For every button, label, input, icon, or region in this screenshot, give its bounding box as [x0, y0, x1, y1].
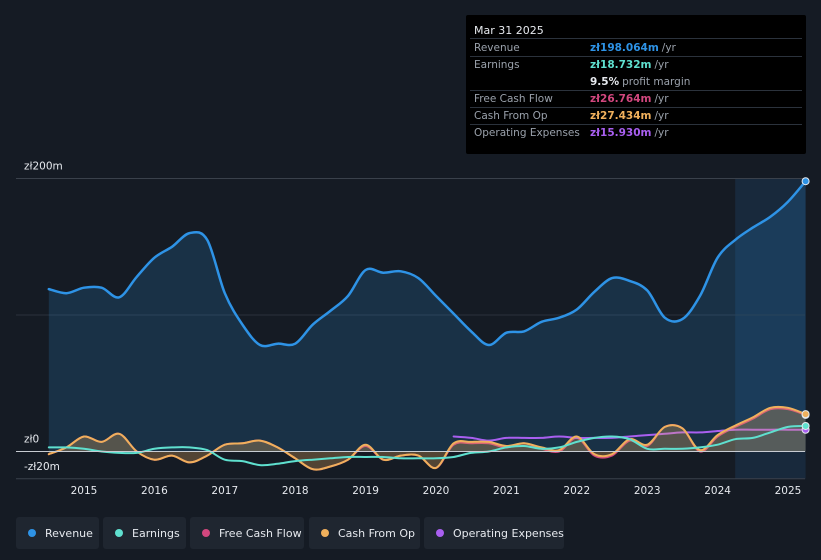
- legend-label: Revenue: [45, 526, 93, 540]
- tooltip-label: Operating Expenses: [474, 127, 580, 139]
- legend-dot-icon: [321, 529, 329, 537]
- x-tick-label: 2017: [211, 485, 238, 497]
- revenue-area: [48, 181, 806, 452]
- tooltip-value: zł26.764m/yr: [590, 93, 669, 105]
- x-tick-label: 2024: [704, 485, 731, 497]
- tooltip-row-earnings: Earnings zł18.732m/yr: [466, 57, 806, 74]
- tooltip-label: Free Cash Flow: [474, 93, 553, 105]
- tooltip-label: Earnings: [474, 59, 520, 71]
- earnings-line: [47, 425, 807, 467]
- tooltip-row-revenue: Revenue zł198.064m/yr: [466, 40, 806, 57]
- x-tick-label: 2025: [775, 485, 802, 497]
- tooltip-divider: [470, 107, 802, 108]
- y-tick-label-top: zł200m: [24, 161, 63, 173]
- legend-item-operating-expenses[interactable]: Operating Expenses: [424, 517, 564, 549]
- cash-from-op-area: [48, 406, 806, 470]
- tooltip-value: zł15.930m/yr: [590, 127, 669, 139]
- legend-item-earnings[interactable]: Earnings: [103, 517, 186, 549]
- y-tick-label-zero: zł0: [24, 434, 39, 446]
- legend-item-revenue[interactable]: Revenue: [16, 517, 99, 549]
- legend-label: Operating Expenses: [453, 526, 564, 540]
- legend-dot-icon: [115, 529, 123, 537]
- x-tick-label: 2021: [493, 485, 520, 497]
- legend-item-free-cash-flow[interactable]: Free Cash Flow: [190, 517, 304, 549]
- tooltip-row-cash-from-op: Cash From Op zł27.434m/yr: [466, 108, 806, 125]
- tooltip-divider: [470, 124, 802, 125]
- x-tick-label: 2022: [563, 485, 590, 497]
- series-layer: [47, 179, 807, 471]
- x-tick-label: 2015: [71, 485, 98, 497]
- data-tooltip: Mar 31 2025 Revenue zł198.064m/yr Earnin…: [466, 15, 806, 154]
- tooltip-row-free-cash-flow: Free Cash Flow zł26.764m/yr: [466, 91, 806, 108]
- tooltip-value: 9.5% profit margin: [590, 76, 691, 88]
- revenue-line: [47, 179, 807, 348]
- legend-label: Earnings: [132, 526, 180, 540]
- tooltip-row-profit-margin: 9.5% profit margin: [466, 74, 806, 91]
- tooltip-divider: [470, 90, 802, 91]
- x-tick-label: 2023: [634, 485, 661, 497]
- cash-from-op-line: [47, 405, 807, 471]
- x-tick-label: 2019: [352, 485, 379, 497]
- x-tick-label: 2016: [141, 485, 168, 497]
- legend-label: Free Cash Flow: [219, 526, 302, 540]
- legend-dot-icon: [202, 529, 210, 537]
- tooltip-value: zł18.732m/yr: [590, 59, 669, 71]
- tooltip-divider: [470, 56, 802, 57]
- legend-dot-icon: [28, 529, 36, 537]
- revenue-end-marker: [801, 177, 810, 186]
- tooltip-label: Revenue: [474, 42, 520, 54]
- tooltip-divider: [470, 38, 802, 39]
- x-axis-ticks: 2015 2016 2017 2018 2019 2020 2021 2022 2023 2024…: [71, 485, 802, 497]
- tooltip-row-operating-expenses: Operating Expenses zł15.930m/yr: [466, 125, 806, 142]
- tooltip-value: zł27.434m/yr: [590, 110, 669, 122]
- end-markers: [801, 177, 810, 434]
- x-tick-label: 2020: [423, 485, 450, 497]
- tooltip-value: zł198.064m/yr: [590, 42, 676, 54]
- legend-label: Cash From Op: [338, 526, 416, 540]
- y-tick-label-bottom: -zł20m: [24, 461, 60, 473]
- earnings-end-marker: [801, 421, 810, 430]
- legend-item-cash-from-op[interactable]: Cash From Op: [309, 517, 420, 549]
- tooltip-date: Mar 31 2025: [474, 24, 544, 37]
- tooltip-label: Cash From Op: [474, 110, 548, 122]
- x-tick-label: 2018: [282, 485, 309, 497]
- legend-dot-icon: [436, 529, 444, 537]
- operating-expenses-line: [452, 428, 807, 442]
- cash-from-op-end-marker: [801, 410, 810, 419]
